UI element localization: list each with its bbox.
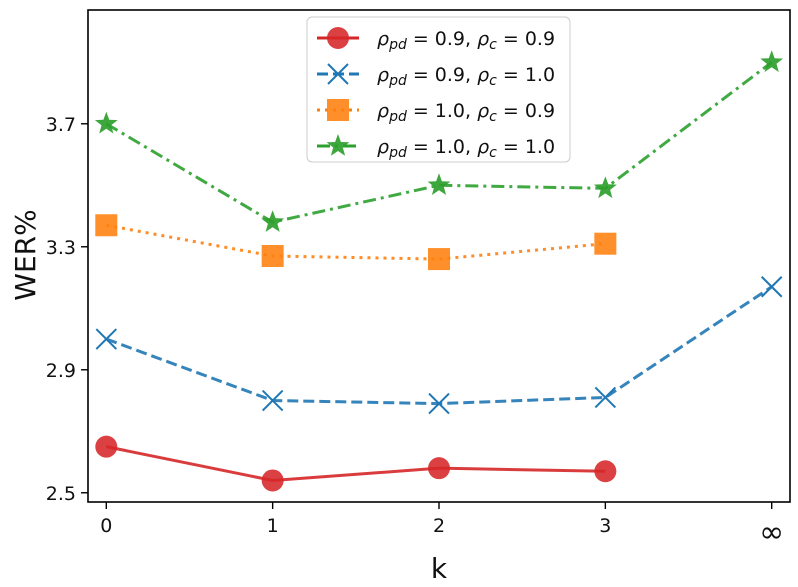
axes: 0 1 2 3 ∞ 2.5 2.9 3.3 3.7: [46, 9, 791, 550]
data-point: [261, 210, 285, 232]
legend-label-part: ρ: [477, 28, 489, 50]
data-point: [760, 50, 784, 72]
y-tick-label: 3.3: [46, 237, 76, 259]
x-tick-label: 3: [599, 515, 611, 537]
series-layer: [94, 50, 784, 492]
legend-label-part: ρ: [477, 100, 489, 122]
data-point: [428, 248, 450, 271]
data-point: [760, 276, 783, 298]
data-point: [593, 176, 617, 199]
data-point: [261, 389, 284, 412]
series-line: [105, 445, 606, 482]
data-point: [95, 328, 118, 350]
data-point: [594, 386, 617, 409]
legend-label-part: ρ: [477, 136, 489, 158]
series-line: [106, 223, 606, 261]
y-tick-label: 2.5: [46, 483, 76, 505]
series-3: [94, 50, 784, 232]
legend-box: [306, 16, 571, 163]
data-point: [95, 214, 118, 237]
legend-label-part: c: [489, 145, 497, 161]
legend-label-part: = 1.0: [503, 136, 555, 158]
series-line: [105, 285, 773, 406]
legend-label-part: c: [489, 109, 497, 125]
legend-label-part: pd: [388, 37, 407, 53]
legend-entry: ρpd = 0.9, ρc = 0.9: [317, 27, 555, 53]
data-point: [261, 469, 284, 492]
y-axis-label: WER%: [9, 209, 42, 300]
data-point: [428, 457, 450, 480]
legend-entry: ρpd = 1.0, ρc = 0.9: [317, 99, 555, 125]
data-point: [95, 435, 118, 458]
legend-label: ρpd = 0.9, ρc = 0.9: [377, 28, 555, 53]
series-2: [95, 214, 617, 271]
data-point: [261, 245, 284, 267]
legend-label-part: = 0.9: [503, 100, 555, 122]
legend-label-part: = 1.0: [503, 64, 555, 86]
x-tick-label: ∞: [759, 515, 784, 550]
legend-label-part: ρ: [377, 64, 389, 86]
series-0: [95, 435, 617, 492]
legend-label-part: = 0.9,: [413, 28, 477, 50]
data-point: [428, 392, 450, 415]
y-tick-label: 3.7: [46, 114, 76, 136]
series-line: [105, 61, 773, 224]
series-1: [95, 276, 783, 415]
data-point: [427, 173, 451, 195]
legend-label-part: ρ: [377, 136, 389, 158]
legend-label-part: c: [489, 37, 497, 53]
x-tick-label: 1: [267, 515, 279, 537]
legend-label-part: ρ: [377, 100, 389, 122]
legend-label: ρpd = 1.0, ρc = 1.0: [377, 136, 555, 161]
legend-marker: [327, 27, 349, 49]
legend-label-part: = 0.9,: [413, 64, 477, 86]
x-tick-label: 2: [433, 515, 445, 537]
legend-label: ρpd = 0.9, ρc = 1.0: [377, 64, 555, 89]
legend-label-part: pd: [388, 145, 407, 161]
legend-label: ρpd = 1.0, ρc = 0.9: [377, 100, 555, 125]
legend-label-part: ρ: [377, 28, 389, 50]
legend-marker: [327, 99, 349, 121]
legend-marker: [326, 134, 350, 156]
data-point: [594, 460, 617, 483]
legend-label-part: c: [489, 73, 497, 89]
x-axis-label: k: [431, 552, 448, 585]
legend-entry: ρpd = 0.9, ρc = 1.0: [317, 63, 555, 89]
legend-marker: [327, 63, 349, 85]
x-tick-label: 0: [100, 515, 112, 537]
legend-label-part: pd: [388, 109, 407, 125]
legend-label-part: = 1.0,: [413, 136, 477, 158]
legend-label-part: = 0.9: [503, 28, 555, 50]
y-tick-label: 2.9: [46, 360, 76, 382]
data-point: [594, 232, 617, 255]
legend-entry: ρpd = 1.0, ρc = 1.0: [317, 134, 555, 161]
data-point: [94, 111, 118, 134]
legend-label-part: pd: [388, 73, 407, 89]
legend-label-part: ρ: [477, 64, 489, 86]
legend-label-part: = 1.0,: [413, 100, 477, 122]
